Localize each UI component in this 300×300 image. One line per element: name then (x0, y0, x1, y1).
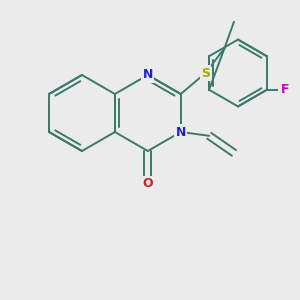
Text: S: S (201, 67, 210, 80)
Text: O: O (142, 177, 153, 190)
Text: N: N (142, 68, 153, 82)
Text: F: F (281, 83, 289, 96)
Text: N: N (176, 125, 186, 139)
